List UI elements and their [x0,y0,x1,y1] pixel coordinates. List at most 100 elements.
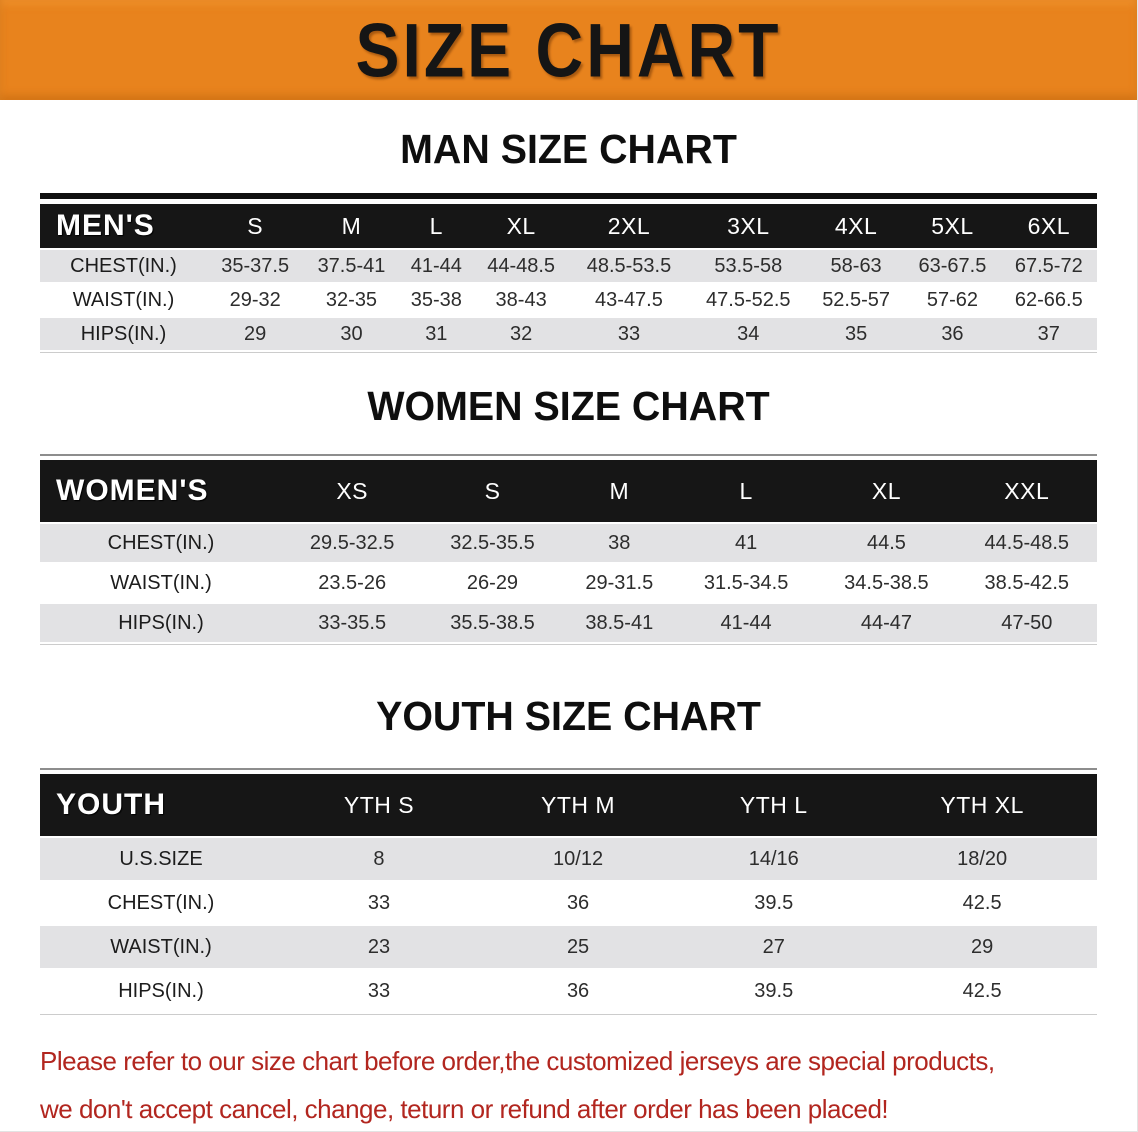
cell-value: 58-63 [830,254,882,277]
cell-value: 43-47.5 [595,288,663,311]
row-label: WAIST(IN.) [72,288,175,311]
cell-value: 62-66.5 [1014,288,1083,311]
banner: SIZE CHART [0,0,1137,100]
column-header: XL [816,460,957,522]
women-table-top-rule [40,454,1097,456]
column-header: XL [472,204,570,248]
cell-value: 34 [737,322,760,345]
cell-value: 67.5-72 [1014,254,1083,277]
column-header: S [207,204,304,248]
cell-value: 52.5-57 [822,288,891,311]
cell-value: 35 [844,322,868,345]
cell-value: 32-35 [325,288,378,311]
column-header: 4XL [807,204,905,248]
cell-value: 38.5-41 [585,611,654,634]
table-corner-label: WOMEN'S [40,460,282,522]
cell-value: 37.5-41 [317,254,386,277]
cell-value: 44-47 [860,611,912,634]
cell-value: 23.5-26 [318,571,387,594]
cell-value: 33 [617,322,641,345]
table-row: U.S.SIZE 8 10/12 14/16 18/20 [40,838,1097,880]
cell-value: 39.5 [754,891,794,914]
row-label: CHEST(IN.) [70,254,177,277]
table-row: WAIST(IN.) 23.5-26 26-29 29-31.5 31.5-34.5 34… [40,564,1097,602]
column-header: L [399,204,473,248]
women-size-table-wrap: WOMEN'S XS S M L XL XXL CHEST(IN.) 29.5-32.5 32.… [40,454,1097,645]
cell-value: 14/16 [748,847,799,870]
cell-value: 42.5 [962,979,1002,1002]
youth-table-top-rule [40,768,1097,770]
women-size-table: WOMEN'S XS S M L XL XXL CHEST(IN.) 29.5-32.5 32.… [40,458,1097,644]
cell-value: 29 [971,935,994,958]
women-size-chart-heading: WOMEN SIZE CHART [367,383,770,429]
cell-value: 35-37.5 [221,254,290,277]
cell-value: 33 [367,891,391,914]
column-header: YTH XL [867,774,1097,836]
banner-title: SIZE CHART [355,7,782,93]
cell-value: 35.5-38.5 [450,611,535,634]
table-row: WAIST(IN.) 23 25 27 29 [40,926,1097,968]
cell-value: 36 [566,979,590,1002]
row-label: HIPS(IN.) [80,322,167,345]
table-row: HIPS(IN.) 33 36 39.5 42.5 [40,970,1097,1012]
cell-value: 36 [566,891,590,914]
table-row: CHEST(IN.) 29.5-32.5 32.5-35.5 38 41 44.5 44.5… [40,524,1097,562]
row-label: HIPS(IN.) [118,979,204,1002]
cell-value: 23 [367,935,391,958]
column-header: S [422,460,563,522]
table-corner-label: YOUTH [40,774,282,836]
cell-value: 32 [510,322,533,345]
youth-table-body: U.S.SIZE 8 10/12 14/16 18/20 CHEST(IN.) 33 36 39… [40,838,1097,1012]
cell-value: 31 [425,322,448,345]
cell-value: 29-32 [229,288,281,311]
footer-note-line2: we don't accept cancel, change, teturn o… [40,1094,889,1124]
cell-value: 44-48.5 [487,254,556,277]
column-header: YTH L [680,774,868,836]
cell-value: 53.5-58 [714,254,783,277]
cell-value: 29 [244,322,267,345]
cell-value: 57-62 [926,288,979,311]
table-row: CHEST(IN.) 33 36 39.5 42.5 [40,882,1097,924]
row-label: WAIST(IN.) [110,571,212,594]
men-size-table: MEN'S S M L XL 2XL 3XL 4XL 5XL 6XL CHEST(IN.) 35-3… [40,202,1097,352]
table-row: HIPS(IN.) 33-35.5 35.5-38.5 38.5-41 41-44 44-… [40,604,1097,642]
cell-value: 37 [1037,322,1060,345]
cell-value: 25 [566,935,590,958]
column-header: M [303,204,400,248]
women-table-body: CHEST(IN.) 29.5-32.5 32.5-35.5 38 41 44.5 44.5… [40,524,1097,642]
cell-value: 41-44 [720,611,772,634]
cell-value: 42.5 [962,891,1002,914]
cell-value: 44.5-48.5 [984,531,1070,554]
cell-value: 38-43 [495,288,547,311]
cell-value: 32.5-35.5 [450,531,535,554]
row-label: WAIST(IN.) [110,935,212,958]
man-size-chart-heading: MAN SIZE CHART [400,126,737,172]
cell-value: 41 [734,531,758,554]
row-label: HIPS(IN.) [118,611,204,634]
cell-value: 44.5 [866,531,906,554]
column-header: 5XL [904,204,1001,248]
cell-value: 33-35.5 [318,611,387,634]
footer-note: Please refer to our size chart before or… [40,1037,1117,1131]
row-label: U.S.SIZE [119,847,203,870]
table-row: HIPS(IN.) 29 30 31 32 33 34 35 36 37 [40,318,1097,350]
cell-value: 18/20 [957,847,1008,870]
column-header: 6XL [1000,204,1097,248]
cell-value: 47-50 [1001,611,1053,634]
cell-value: 38.5-42.5 [984,571,1070,594]
table-row: WAIST(IN.) 29-32 32-35 35-38 38-43 43-47.5 47.… [40,284,1097,316]
youth-size-chart-heading: YOUTH SIZE CHART [376,693,761,739]
row-label: CHEST(IN.) [107,531,215,554]
cell-value: 30 [340,322,363,345]
cell-value: 8 [373,847,385,870]
cell-value: 47.5-52.5 [706,288,791,311]
youth-size-table-wrap: YOUTH YTH S YTH M YTH L YTH XL U.S.SIZE 8 10/1… [40,768,1097,1015]
men-header-row: MEN'S S M L XL 2XL 3XL 4XL 5XL 6XL [40,204,1097,248]
cell-value: 33 [367,979,391,1002]
cell-value: 10/12 [553,847,604,870]
women-header-row: WOMEN'S XS S M L XL XXL [40,460,1097,522]
cell-value: 27 [762,935,785,958]
cell-value: 31.5-34.5 [703,571,789,594]
column-header: 2XL [569,204,689,248]
